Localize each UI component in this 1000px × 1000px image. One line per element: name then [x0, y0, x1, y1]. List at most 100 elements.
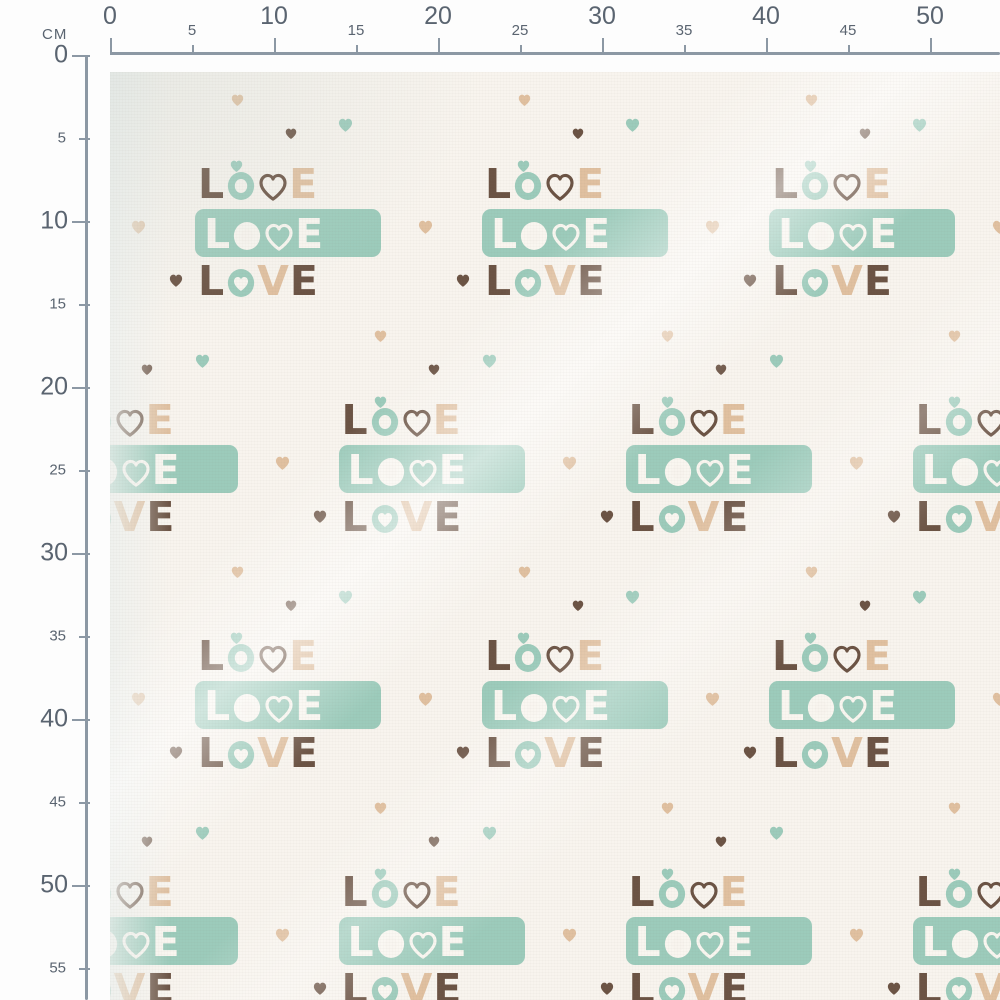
letter-e: E [725, 446, 755, 494]
vertical-tick-5 [79, 138, 90, 140]
vertical-tick-35 [79, 636, 90, 638]
horizontal-tick-50 [930, 38, 932, 55]
mini-heart-icon [195, 354, 210, 368]
mini-heart-icon [169, 746, 183, 759]
letter-v: V [113, 965, 147, 1000]
letter-e: E [289, 632, 319, 680]
heart-letter-v-icon [258, 173, 288, 201]
letter-e: E [719, 868, 749, 916]
vertical-tick-label-5: 5 [57, 129, 66, 147]
letter-e: E [725, 918, 755, 966]
fabric-swatch[interactable]: LELELVELELELVELELELVELELELVELELELVELELEL… [110, 72, 1000, 1000]
letter-e: E [863, 257, 893, 305]
mini-heart-icon [275, 928, 290, 942]
letter-l: L [628, 396, 656, 444]
mini-heart-icon [428, 364, 440, 376]
letter-o [657, 879, 687, 909]
mini-heart-icon [231, 566, 244, 578]
letter-v: V [400, 493, 434, 541]
letter-e: E [433, 493, 463, 541]
mini-heart-icon [195, 826, 210, 840]
vertical-tick-55 [79, 968, 90, 970]
horizontal-tick-10 [274, 38, 276, 55]
letter-e: E [433, 965, 463, 1000]
mini-heart-icon [715, 836, 727, 848]
letter-e: E [869, 210, 899, 258]
mini-heart-icon [804, 632, 817, 644]
letter-l: L [204, 682, 232, 730]
letter-o [513, 171, 543, 201]
letter-l: L [341, 868, 369, 916]
letter-v: V [687, 965, 721, 1000]
mini-heart-icon [131, 220, 146, 234]
love-word-row-2: LE [110, 445, 238, 493]
letter-l: L [628, 965, 656, 1000]
letter-o [806, 221, 836, 251]
letter-l: L [915, 493, 943, 541]
mini-heart-icon [992, 692, 1000, 706]
mini-heart-icon [285, 128, 297, 140]
mini-heart-icon [313, 982, 327, 995]
heart-letter-v-icon [838, 695, 868, 723]
heart-inset-letter-o-icon [513, 740, 543, 770]
mini-heart-icon [517, 632, 530, 644]
heart-letter-v-icon [982, 459, 1000, 487]
heart-letter-v-icon [982, 931, 1000, 959]
letter-l: L [921, 918, 949, 966]
vertical-tick-30 [72, 553, 90, 555]
mini-heart-icon [517, 160, 530, 172]
heart-letter-v-icon [408, 459, 438, 487]
letter-o [110, 457, 119, 487]
letter-o [110, 929, 119, 959]
letter-l: L [341, 396, 369, 444]
mini-heart-icon [169, 274, 183, 287]
mini-heart-icon [482, 826, 497, 840]
horizontal-tick-label-50: 50 [916, 2, 944, 30]
mini-heart-icon [374, 396, 387, 408]
vertical-tick-10 [72, 221, 90, 223]
heart-letter-v-icon [976, 881, 1000, 909]
letter-o [657, 407, 687, 437]
letter-o [944, 879, 974, 909]
mini-heart-icon [456, 746, 470, 759]
horizontal-tick-45 [848, 45, 850, 55]
letter-v: V [544, 729, 577, 777]
mini-heart-icon [661, 802, 674, 814]
letter-o [519, 221, 549, 251]
letter-l: L [347, 918, 375, 966]
mini-heart-icon [887, 510, 901, 523]
letter-l: L [485, 632, 513, 680]
horizontal-tick-30 [602, 38, 604, 55]
heart-letter-v-icon [264, 695, 294, 723]
horizontal-tick-label-20: 20 [424, 2, 452, 30]
heart-inset-letter-o-icon [657, 976, 687, 1000]
letter-l: L [341, 493, 369, 541]
ruler-unit-label: CM [42, 26, 68, 43]
mini-heart-icon [518, 94, 531, 106]
vertical-ruler[interactable]: 0 10 20 30 40 50 5 15 25 35 45 55 [0, 0, 92, 1000]
horizontal-tick-label-15: 15 [347, 22, 365, 39]
letter-l: L [915, 396, 943, 444]
letter-v: V [687, 493, 721, 541]
letter-v: V [400, 965, 434, 1000]
letter-e: E [576, 729, 606, 777]
mini-heart-icon [562, 928, 577, 942]
mini-heart-icon [518, 566, 531, 578]
heart-letter-v-icon [408, 931, 438, 959]
love-word-row-1: LE [110, 870, 247, 914]
heart-letter-v-icon [115, 881, 145, 909]
